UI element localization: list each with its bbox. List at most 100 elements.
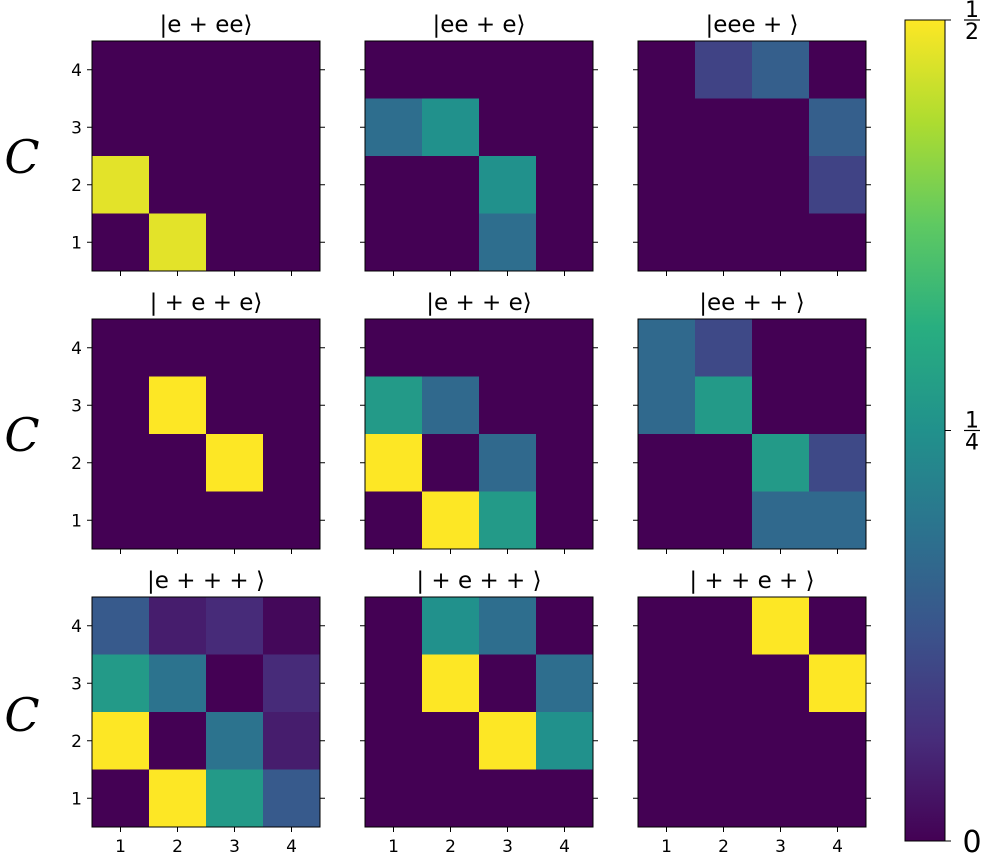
heatmap-cell [536,319,594,377]
x-tick-label: 3 [229,837,240,857]
colorbar-tick-denominator: 4 [965,431,979,456]
heatmap-cell [752,213,810,272]
heatmap-cell [809,434,867,492]
heatmap-cell [206,491,264,550]
panel-1: |e + ee⟩ 4 3 2 1 [71,12,325,276]
heatmap-cell [149,597,207,655]
heatmap-cell [536,434,594,492]
heatmap-cell [752,491,810,550]
heatmap-cell [809,654,867,713]
heatmap-cell [263,654,321,713]
heatmap-cell [638,769,696,828]
heatmap-cell [752,597,810,655]
row-labels: C C C [4,130,39,742]
heatmap-cell [638,376,696,435]
x-tick-label: 1 [661,837,672,857]
heatmap-cell [422,597,480,655]
heatmap-cell [263,769,321,828]
heatmap-cell [365,769,423,828]
colorbar-tick-fraction: 12 [964,0,980,45]
heatmap-cell [92,597,150,655]
panel-frame [637,596,867,828]
x-tick-label: 4 [286,837,297,857]
panel-title: | + e + e⟩ [150,290,263,316]
heatmap-cell [149,491,207,550]
row-label-2: C [4,408,39,462]
heatmap-cell [752,98,810,157]
heatmap-cell [206,434,264,492]
heatmap-cell [809,769,867,828]
heatmap-cell [638,434,696,492]
heatmap-cell [695,654,753,713]
heatmap-cell [695,156,753,214]
heatmap-cell [752,376,810,435]
panel-title: | + + e + ⟩ [689,568,814,594]
y-tick-label: 2 [71,176,82,196]
heatmap-cell [479,41,537,99]
colorbar-tick-label: 0 [962,825,981,860]
heatmap-cell [149,156,207,214]
heatmap-cell [149,769,207,828]
panel-6: |ee + + ⟩ [633,290,871,554]
heatmap-cell [809,98,867,157]
heatmap-cell [752,319,810,377]
heatmap-cell [536,41,594,99]
heatmap-cell [479,597,537,655]
panel-frame [91,40,321,272]
heatmap-cell [638,213,696,272]
heatmap-cell [92,376,150,435]
heatmap-cell [638,491,696,550]
y-tick-label: 3 [71,674,82,694]
panel-5: |e + + e⟩ [360,290,598,554]
heatmap-cell [365,491,423,550]
heatmap-cell [695,597,753,655]
heatmap-cell [422,434,480,492]
heatmap-cell [206,319,264,377]
heatmap-cell [638,712,696,770]
heatmap-cell [263,213,321,272]
heatmap-cell [365,654,423,713]
heatmap-cell [422,319,480,377]
heatmap-cell [149,319,207,377]
heatmap-cell [809,491,867,550]
panel-9: | + + e + ⟩ 1 2 3 4 [633,568,871,857]
heatmap-cell [263,41,321,99]
heatmap-cell [365,213,423,272]
heatmap-cell [536,156,594,214]
heatmap-cell [695,434,753,492]
heatmap-cell [752,654,810,713]
panel-title: |e + ee⟩ [159,12,252,38]
heatmap-cell [479,98,537,157]
heatmap-cell [479,156,537,214]
heatmap-cell [365,156,423,214]
heatmap-cell [422,712,480,770]
heatmap-cell [479,654,537,713]
heatmap-cell [365,41,423,99]
heatmap-cell [638,654,696,713]
y-tick-label: 2 [71,454,82,474]
heatmap-cell [638,98,696,157]
panel-title: |e + + + ⟩ [147,568,265,594]
panel-frame [364,40,594,272]
heatmap-cell [809,156,867,214]
x-tick-label: 2 [718,837,729,857]
heatmap-cell [92,491,150,550]
heatmap-cell [479,769,537,828]
x-tick-label: 3 [502,837,513,857]
heatmap-cell [422,769,480,828]
heatmap-cell [809,597,867,655]
y-tick-label: 4 [71,61,82,81]
heatmap-cell [206,654,264,713]
colorbar-gradient [904,19,946,842]
heatmap-cell [149,213,207,272]
heatmap-cell [149,98,207,157]
heatmap-cell [149,434,207,492]
panel-title: |ee + + ⟩ [699,290,805,316]
heatmap-cell [92,712,150,770]
heatmap-cell [422,491,480,550]
heatmap-cell [809,376,867,435]
heatmap-cell [536,376,594,435]
heatmap-cell [695,769,753,828]
panels-group: |e + ee⟩ 4 3 2 1 |ee + e⟩ |eee + ⟩ | + e + e⟩ 4 3… [71,12,871,857]
